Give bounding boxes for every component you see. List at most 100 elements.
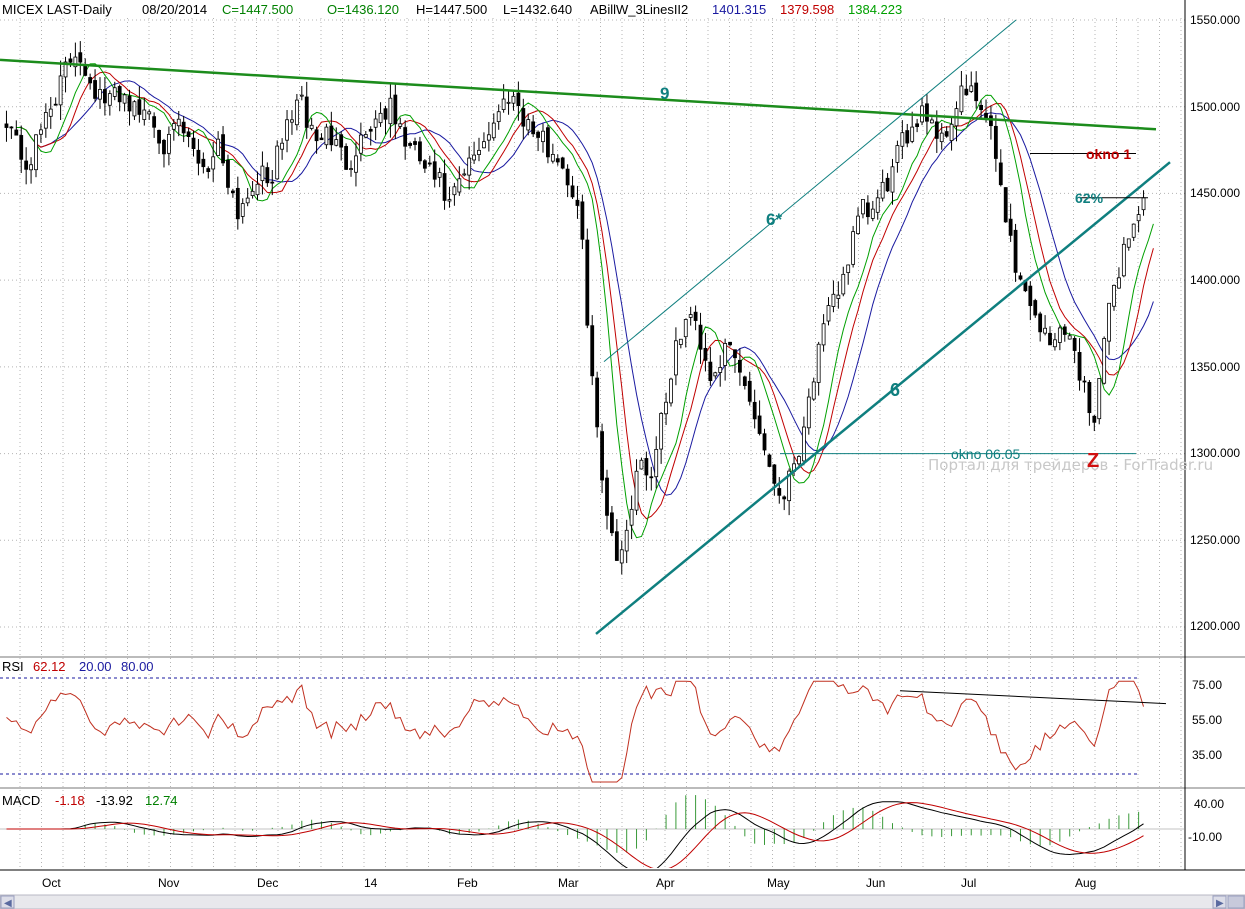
price-tick: 1350.000 [1190,360,1240,374]
scroll-right-icon: ▶ [1216,898,1224,909]
candle-body [467,157,472,176]
candle-body [329,125,334,146]
candle-body [176,118,181,127]
candle-body [1126,238,1131,248]
candle-body [885,177,890,192]
candle-body [368,128,373,132]
candle-body [782,496,787,500]
candle-body [738,359,742,373]
price-tick: 1500.000 [1190,100,1240,114]
candle-body [575,199,580,206]
candle-body [132,101,137,117]
candle-body [477,149,481,155]
macd-tick: 40.00 [1194,797,1224,811]
candle-body [836,294,841,299]
candle-body [989,115,993,127]
candle-body [447,199,452,202]
candle-body [122,94,127,104]
candle-body [334,139,339,146]
rsi-label: RSI [2,659,24,674]
indicator-red-line [16,71,1154,520]
rsi-axis: 75.00 55.00 35.00 [1192,678,1222,762]
candle-body [536,131,540,138]
candle-body [68,58,73,63]
candle-body [777,488,782,496]
candle-body [900,132,905,147]
candle-body [708,361,713,382]
scroll-right-button[interactable] [1212,895,1227,909]
candle-body [811,381,816,400]
channel-line-6 [595,161,1171,635]
candle-body [137,99,142,115]
candle-body [240,203,245,217]
candle-body [506,101,511,104]
macd-panel [0,795,1185,868]
macd-value-2: -13.92 [96,793,133,808]
horizontal-scrollbar[interactable]: ◀ ▶ [0,894,1245,909]
candle-body [226,159,230,188]
candle-body [1067,335,1072,340]
scroll-left-button[interactable] [0,895,15,909]
candle-body [432,161,437,180]
candle-body [910,126,915,142]
candle-body [1038,313,1043,333]
candle-body [659,413,664,450]
candle-body [669,378,673,404]
candle-body [275,145,280,180]
candle-body [772,464,777,484]
candle-body [757,415,762,434]
candle-body [516,92,521,106]
candle-body [580,201,585,240]
watermark: Портал для трейдеров - ForTrader.ru [928,456,1213,474]
candle-body [915,123,920,127]
candle-body [152,116,157,128]
candle-body [1117,277,1121,289]
candle-body [570,185,575,198]
candle-body [974,82,979,102]
candle-body [718,367,723,373]
month-label: Mar [558,876,579,890]
candle-body [949,123,954,141]
candle-body [457,178,462,193]
candle-body [826,305,831,322]
candle-body [851,231,856,265]
candle-body [703,347,708,361]
candle-body [1053,339,1057,348]
candle-body [678,338,683,345]
candle-body [265,167,270,184]
candle-body [413,141,417,145]
candle-body [245,197,250,204]
candle-body [43,112,48,129]
candle-body [969,85,974,92]
candle-body [378,112,383,124]
candle-body [698,324,703,350]
candle-body [408,143,412,146]
candle-body [654,449,659,478]
candles [4,41,1146,575]
candle-body [127,95,132,112]
candle-body [196,149,201,164]
candle-body [742,376,747,386]
price-tick: 1250.000 [1190,533,1240,547]
candle-body [4,123,9,128]
rsi-value: 62.12 [33,659,66,674]
candle-body [747,380,752,402]
candle-body [801,426,806,462]
candle-body [693,311,698,321]
candle-body [235,187,240,220]
candle-body [1072,338,1077,351]
indicator-green-line [16,63,1154,539]
candle-body [984,112,988,119]
candle-body [895,145,900,163]
candle-body [806,396,811,429]
candle-body [358,134,363,154]
candle-body [472,154,476,161]
trend-lines [0,19,1171,635]
chart-header: MICEX LAST-Daily 08/20/2014 C=1447.500 O… [0,0,915,18]
candle-body [1131,223,1136,238]
candle-body [649,476,654,479]
candle-body [511,95,516,104]
candle-body [319,137,324,141]
candle-body [688,314,693,318]
scroll-thumb[interactable] [1227,895,1245,909]
